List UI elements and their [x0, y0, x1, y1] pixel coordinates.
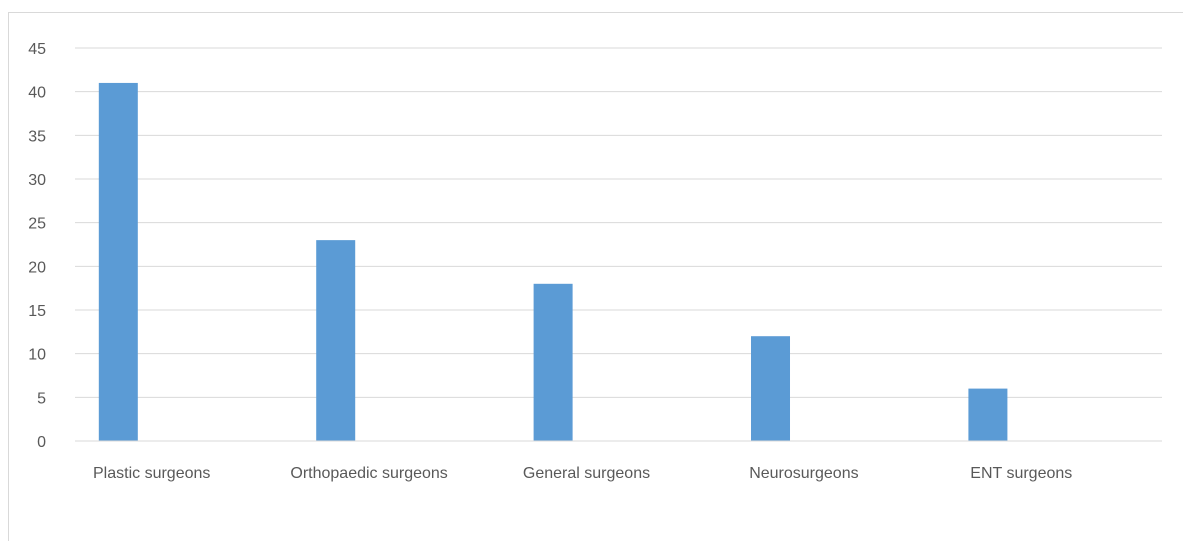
x-tick-label: General surgeons: [523, 465, 650, 482]
bar-neurosurgeons: [751, 336, 791, 441]
bar-plastic-surgeons: [98, 82, 138, 441]
x-tick-label: Orthopaedic surgeons: [290, 465, 447, 482]
x-tick-label: ENT surgeons: [970, 465, 1072, 482]
y-tick-label: 15: [28, 303, 46, 320]
bar-orthopaedic-surgeons: [316, 240, 356, 441]
y-tick-label: 20: [28, 259, 46, 276]
x-axis-tick-labels: Plastic surgeons Orthopaedic surgeons Gene…: [93, 465, 1072, 482]
bar-ent-surgeons: [968, 388, 1008, 441]
gridlines: [75, 47, 1162, 398]
y-tick-label: 35: [28, 128, 46, 145]
y-tick-label: 25: [28, 216, 46, 233]
y-tick-label: 0: [37, 434, 46, 451]
y-tick-label: 10: [28, 347, 46, 364]
bar-general-surgeons: [533, 283, 573, 441]
y-tick-label: 30: [28, 172, 46, 189]
x-tick-label: Neurosurgeons: [749, 465, 858, 482]
chart-frame: [8, 12, 1183, 541]
y-tick-label: 5: [37, 390, 46, 407]
y-axis-tick-labels: 0 5 10 15 20 25 30 35 40 45: [28, 41, 46, 451]
bars: [98, 82, 1008, 441]
y-tick-label: 45: [28, 41, 46, 58]
y-tick-label: 40: [28, 85, 46, 102]
x-tick-label: Plastic surgeons: [93, 465, 210, 482]
